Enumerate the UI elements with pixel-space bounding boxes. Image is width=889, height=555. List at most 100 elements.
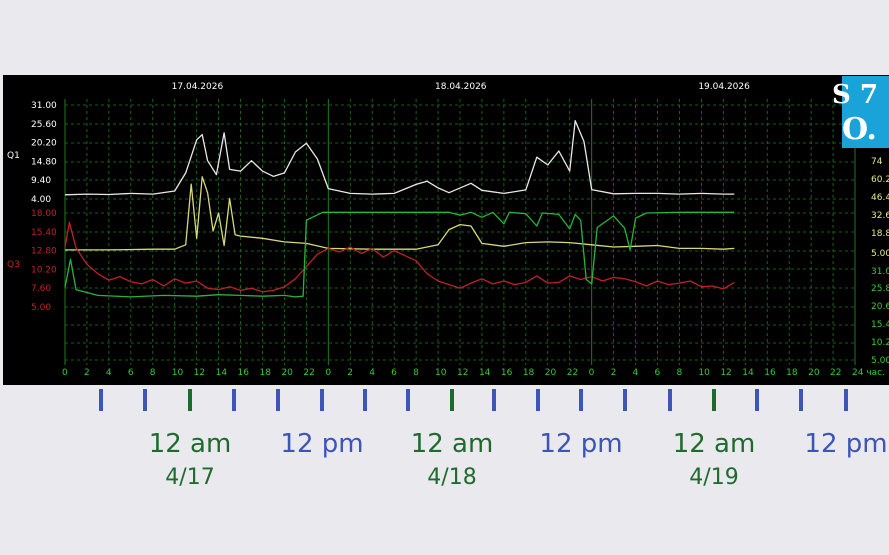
time-label: 12 pm [539,429,623,459]
hour-tick-label: 20 [545,368,557,378]
right-top-tick-label: 5.00 [871,249,889,259]
right-top-tick-label: 46.4 [871,193,889,203]
hour-tick-label: 18 [523,368,535,378]
q1-tick-label: 9.40 [31,176,51,186]
time-label: 12 pm [804,429,888,459]
hour-tick-label: 4 [633,368,639,378]
time-tick-mark [579,389,583,411]
logo-line-1: S 7 [832,80,878,110]
hour-tick-label: 20 [808,368,820,378]
hour-tick-label: 6 [391,368,397,378]
time-tick-mark [232,389,236,411]
hour-tick-label: 18 [786,368,798,378]
time-tick-mark [623,389,627,411]
hour-tick-label: 18 [260,368,272,378]
time-tick-mark [450,389,454,411]
right-bottom-tick-label: 10.2 [871,338,889,348]
hour-tick-label: 0 [325,368,331,378]
series-line [64,120,735,196]
right-top-tick-label: 18.8 [871,229,889,239]
time-label: 12 am [672,429,756,459]
right-bottom-tick-label: 25.8 [871,284,889,294]
hour-tick-label: 8 [150,368,156,378]
time-tick-mark [406,389,410,411]
hour-tick-label: 14 [479,368,491,378]
time-axis-strip: 12 am 4/17 12 pm 12 am 4/18 12 pm 12 am 4/19 12 … [0,385,889,555]
right-bottom-tick-label: 31.0 [871,267,889,277]
q1-tick-label: 14.80 [31,157,57,167]
right-top-tick-label: 60.2 [871,175,889,185]
hour-tick-label: 8 [676,368,682,378]
q3-tick-label: 5.00 [31,303,51,313]
hour-tick-label: 16 [764,368,776,378]
hour-tick-label: 0 [62,368,68,378]
day-label: 4/18 [427,465,477,490]
hour-tick-label: 2 [611,368,617,378]
time-tick-mark [363,389,367,411]
time-tick-mark [668,389,672,411]
hour-tick-label: 4 [106,368,112,378]
time-tick-mark [536,389,540,411]
q3-tick-label: 15.40 [31,228,57,238]
series-line [65,176,735,251]
chart-panel: 17.04.2026 18.04.2026 19.04.2026 31.00 25.60… [3,75,889,385]
trend-chart: 17.04.2026 18.04.2026 19.04.202631.0025.60… [7,82,889,378]
hour-tick-label: 10 [698,368,710,378]
q1-tick-label: 20.20 [31,139,57,149]
day-label: 4/17 [165,465,215,490]
hour-tick-label: 24 час. [852,368,885,378]
q3-tick-label: 7.60 [31,284,51,294]
hour-tick-label: 22 [567,368,578,378]
hour-tick-label: 14 [216,368,228,378]
time-tick-mark [276,389,280,411]
right-bottom-tick-label: 20.6 [871,302,889,312]
hour-tick-label: 2 [84,368,90,378]
hour-tick-label: 4 [369,368,375,378]
series-line [64,221,735,293]
time-label: 12 am [410,429,494,459]
time-tick-mark [143,389,147,411]
right-top-tick-label: 74 [871,157,883,167]
q1-tick-label: 31.00 [31,101,57,111]
q3-axis-label: Q3 [7,260,20,270]
q1-axis-label: Q1 [7,151,20,161]
hour-tick-label: 14 [742,368,754,378]
q3-tick-label: 10.20 [31,265,57,275]
time-tick-mark [755,389,759,411]
right-bottom-tick-label: 15.4 [871,320,889,330]
date-label: 19.04.2026 [698,82,750,92]
hour-tick-label: 22 [303,368,314,378]
time-tick-mark [320,389,324,411]
time-tick-mark [799,389,803,411]
q3-tick-label: 18.00 [31,209,57,219]
hour-tick-label: 22 [830,368,841,378]
hour-tick-label: 6 [655,368,661,378]
series-line [64,211,735,298]
day-label: 4/19 [689,465,739,490]
hour-tick-label: 12 [194,368,205,378]
hour-tick-label: 0 [589,368,595,378]
time-tick-mark [844,389,848,411]
hour-tick-label: 10 [435,368,447,378]
hour-tick-label: 20 [281,368,293,378]
time-label: 12 am [148,429,232,459]
hour-tick-label: 6 [128,368,134,378]
hour-tick-label: 12 [720,368,731,378]
time-tick-mark [188,389,192,411]
logo-badge: S 7 O. [832,76,889,148]
hour-tick-label: 16 [238,368,250,378]
hour-tick-label: 8 [413,368,419,378]
date-label: 17.04.2026 [172,82,224,92]
hour-tick-label: 16 [501,368,513,378]
hour-tick-label: 2 [347,368,353,378]
right-bottom-tick-label: 5.00 [871,356,889,366]
q1-tick-label: 25.60 [31,120,57,130]
time-tick-mark [492,389,496,411]
q3-tick-label: 12.80 [31,247,57,257]
date-label: 18.04.2026 [435,82,487,92]
time-label: 12 pm [280,429,364,459]
time-tick-mark [712,389,716,411]
right-top-tick-label: 32.6 [871,211,889,221]
time-tick-mark [99,389,103,411]
q1-tick-label: 4.00 [31,195,51,205]
